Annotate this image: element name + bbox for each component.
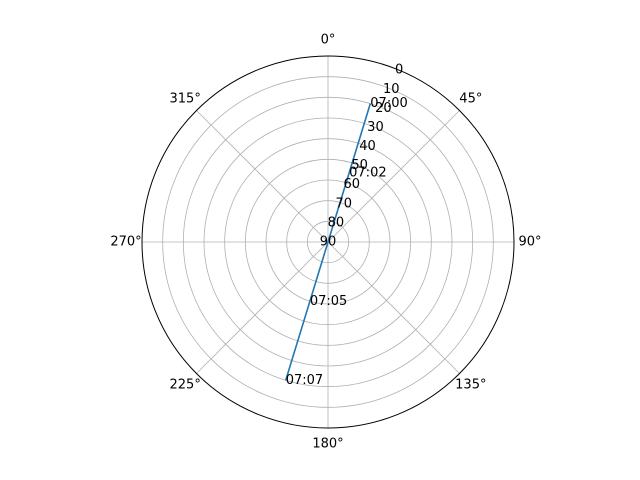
- r-tick-label: 20: [375, 101, 392, 116]
- theta-gridline: [196, 110, 329, 243]
- theta-gridline: [327, 110, 460, 243]
- r-tick-label: 10: [383, 82, 400, 97]
- theta-tick-label: 180°: [312, 437, 343, 452]
- r-tick-label: 90: [320, 235, 337, 250]
- tick-labels: 0° 45° 90° 135° 180° 225° 270° 315° 0 10 20 30 40 50 6…: [110, 33, 541, 452]
- annotations: 07:00 07:02 07:05 07:07: [286, 96, 408, 388]
- time-annotation: 07:07: [286, 373, 323, 388]
- time-annotation: 07:05: [310, 294, 347, 309]
- time-annotation: 07:02: [349, 165, 386, 180]
- r-tick-label: 70: [336, 196, 353, 211]
- theta-tick-label: 45°: [459, 92, 482, 107]
- r-tick-label: 40: [359, 139, 376, 154]
- r-tick-label: 60: [343, 177, 360, 192]
- theta-gridline: [196, 241, 329, 374]
- theta-tick-label: 315°: [170, 92, 201, 107]
- series-line: [284, 103, 372, 381]
- r-tick-label: 50: [351, 158, 368, 173]
- r-tick-label: 80: [328, 215, 345, 230]
- series-layer: [284, 103, 372, 381]
- outer-frame: [141, 55, 515, 429]
- theta-gridline: [327, 241, 460, 374]
- theta-tick-label: 225°: [170, 377, 201, 392]
- r-tick-label: 30: [367, 120, 384, 135]
- theta-tick-label: 270°: [110, 235, 141, 250]
- grid: [142, 56, 514, 428]
- time-annotation: 07:00: [370, 96, 407, 111]
- r-tick-label: 0: [395, 63, 403, 78]
- theta-tick-label: 0°: [321, 33, 336, 48]
- theta-tick-label: 90°: [518, 235, 541, 250]
- theta-tick-label: 135°: [455, 377, 486, 392]
